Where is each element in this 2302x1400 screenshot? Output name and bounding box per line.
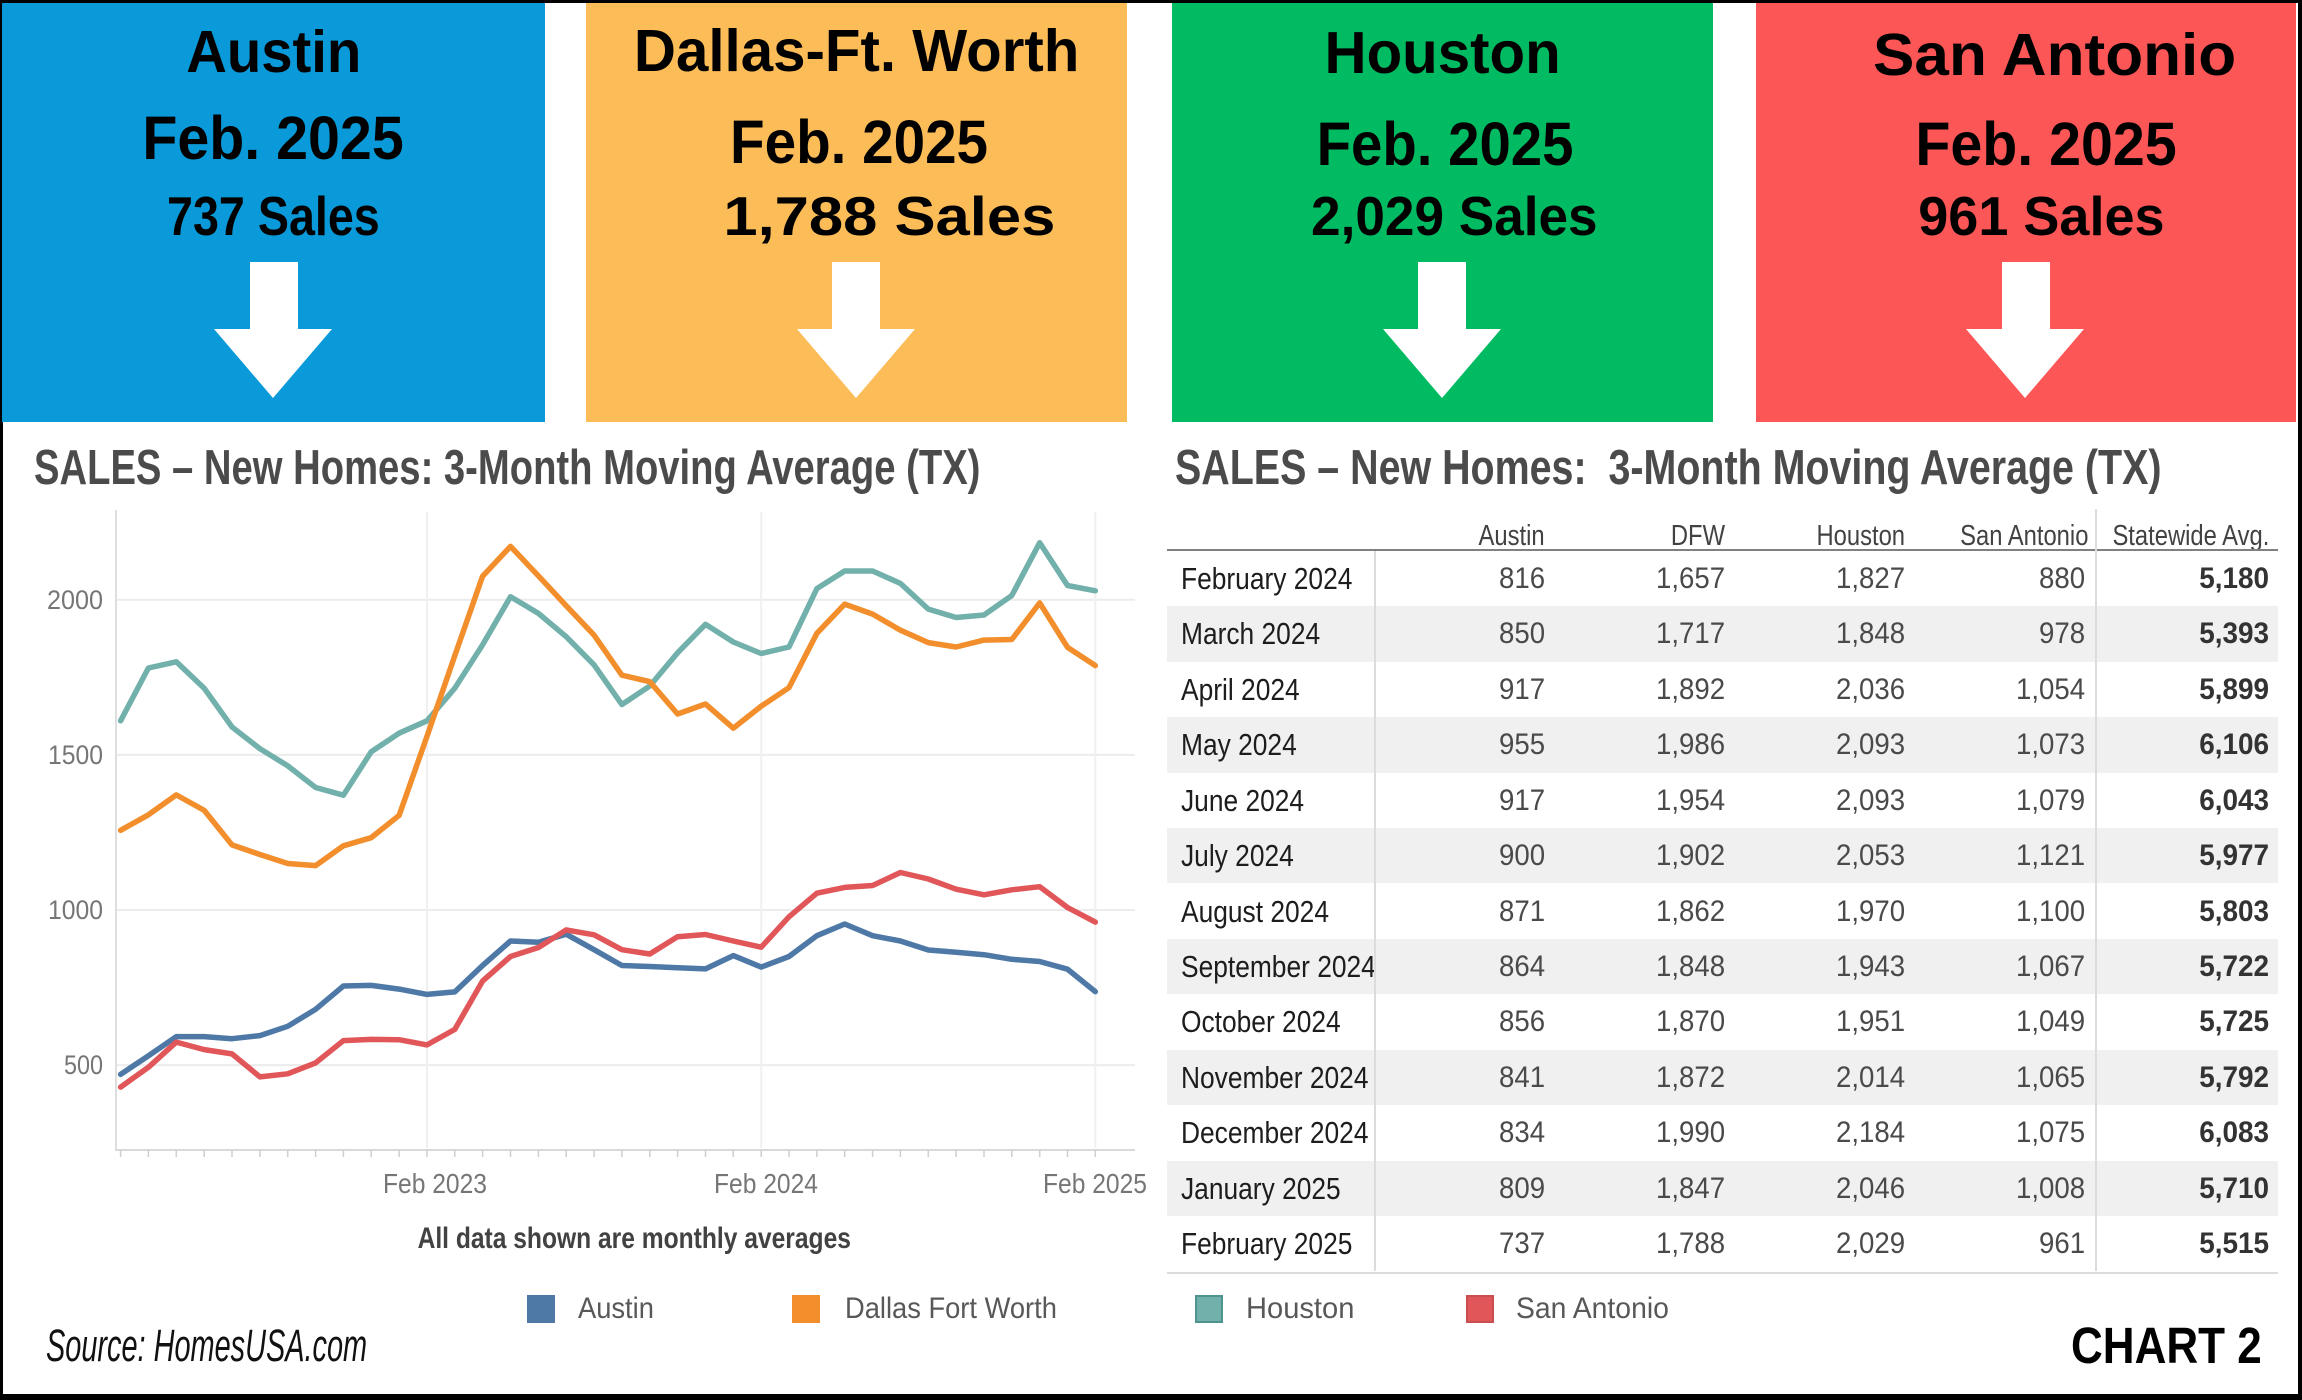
svg-text:2000: 2000 (47, 585, 103, 615)
svg-text:Feb 2024: Feb 2024 (714, 1168, 818, 1199)
svg-text:Feb 2025: Feb 2025 (1043, 1168, 1147, 1199)
svg-text:500: 500 (64, 1050, 103, 1080)
svg-text:1000: 1000 (48, 895, 103, 925)
svg-text:1500: 1500 (48, 740, 103, 770)
svg-text:Feb 2023: Feb 2023 (383, 1168, 487, 1199)
